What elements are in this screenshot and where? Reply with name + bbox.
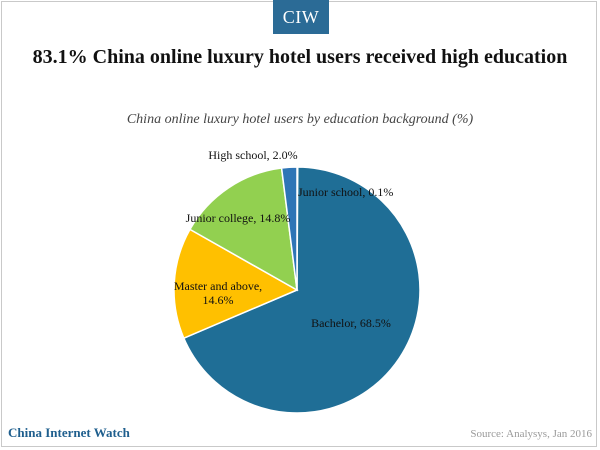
pie-slice-high-school: [280, 166, 298, 291]
pie-label-junior-college: Junior college, 14.8%: [186, 211, 291, 225]
pie-label-bachelor: Bachelor, 68.5%: [311, 316, 391, 330]
pie-slice-bachelor: [182, 166, 421, 414]
pie-label-high-school: High school, 2.0%: [208, 148, 297, 162]
pie-slice-junior-college: [188, 167, 298, 292]
pie-slice-master-and-above: [173, 228, 299, 340]
footer-source: Source: Analysys, Jan 2016: [470, 428, 592, 440]
pie-slices: [173, 166, 421, 414]
chart-title: 83.1% China online luxury hotel users re…: [32, 46, 568, 68]
chart-subtitle: China online luxury hotel users by educa…: [126, 112, 474, 127]
brand-badge: CIW: [273, 0, 329, 34]
pie-labels: Junior school, 0.1% Bachelor, 68.5% Master…: [174, 148, 393, 330]
pie-label-junior-school: Junior school, 0.1%: [298, 185, 393, 199]
pie-label-master-and-above: Master and above, 14.6%: [174, 279, 262, 307]
footer-brand: China Internet Watch: [8, 425, 130, 440]
